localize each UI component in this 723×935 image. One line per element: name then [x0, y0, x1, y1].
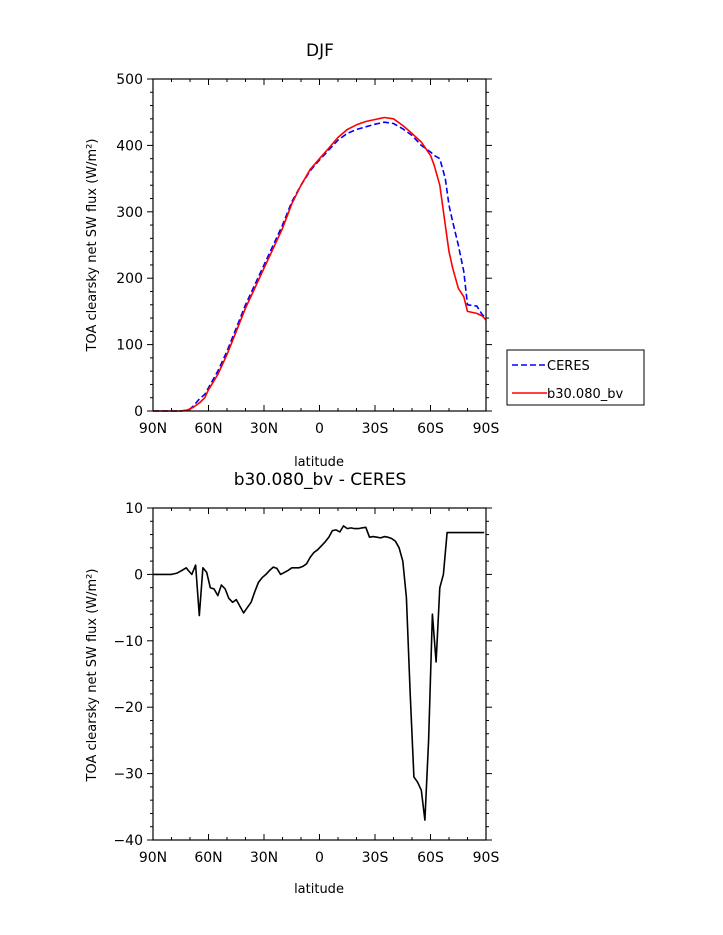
y-tick-label: 500: [116, 72, 143, 88]
y-axis-tick-labels: 0 100 200 300 400 500: [116, 72, 143, 420]
series-line-ceres: [153, 121, 487, 412]
y-tick-label: −30: [113, 767, 143, 783]
y-tick-label: −20: [113, 700, 143, 716]
x-axis-ticks: [147, 507, 492, 841]
y-tick-label: 0: [134, 567, 143, 583]
y-tick-label: −10: [113, 634, 143, 650]
legend-box: [506, 349, 645, 406]
legend: CERES b30.080_bv: [506, 349, 645, 406]
series-line-difference: [153, 525, 485, 821]
series-line-b30-080-bv: [153, 116, 487, 412]
x-tick-label: 90S: [473, 850, 500, 866]
x-tick-label: 0: [315, 850, 324, 866]
x-axis-ticks: [147, 78, 492, 412]
y-tick-label: 200: [116, 271, 143, 287]
x-axis-label: latitude: [294, 455, 344, 470]
series-layer: [153, 525, 485, 821]
panel-flux: DJF 0 100 200 300 400 500 90N 60N 30N 0 30S 60S 90S…: [85, 41, 645, 470]
x-tick-label: 60N: [194, 421, 222, 437]
y-axis-label: TOA clearsky net SW flux (W/m²): [85, 569, 100, 783]
x-tick-label: 90S: [473, 421, 500, 437]
y-tick-label: −40: [113, 833, 143, 849]
x-tick-label: 30S: [362, 850, 389, 866]
x-axis-tick-labels: 90N 60N 30N 0 30S 60S 90S: [139, 421, 500, 437]
series-layer: [153, 116, 487, 412]
y-axis-tick-labels: −40 −30 −20 −10 0 10: [113, 501, 143, 849]
panel-title: b30.080_bv - CERES: [234, 470, 407, 490]
x-axis-tick-labels: 90N 60N 30N 0 30S 60S 90S: [139, 850, 500, 866]
x-tick-label: 30S: [362, 421, 389, 437]
x-tick-label: 60S: [417, 421, 444, 437]
y-tick-label: 0: [134, 404, 143, 420]
x-axis-label: latitude: [294, 882, 344, 897]
y-tick-label: 400: [116, 138, 143, 154]
x-tick-label: 30N: [250, 850, 278, 866]
panel-difference: b30.080_bv - CERES −40 −30 −20 −10 0 10 90N 60…: [85, 470, 499, 897]
x-tick-label: 60N: [194, 850, 222, 866]
panel-title: DJF: [306, 41, 334, 61]
x-tick-label: 60S: [417, 850, 444, 866]
plot-frame: [152, 507, 487, 841]
x-tick-label: 90N: [139, 421, 167, 437]
x-tick-label: 0: [315, 421, 324, 437]
y-tick-label: 10: [125, 501, 143, 517]
y-tick-label: 100: [116, 338, 143, 354]
plot-frame: [152, 78, 487, 412]
x-tick-label: 90N: [139, 850, 167, 866]
legend-label-model: b30.080_bv: [547, 387, 623, 402]
legend-label-ceres: CERES: [547, 359, 590, 374]
x-tick-label: 30N: [250, 421, 278, 437]
y-axis-label: TOA clearsky net SW flux (W/m²): [85, 139, 100, 353]
y-tick-label: 300: [116, 205, 143, 221]
